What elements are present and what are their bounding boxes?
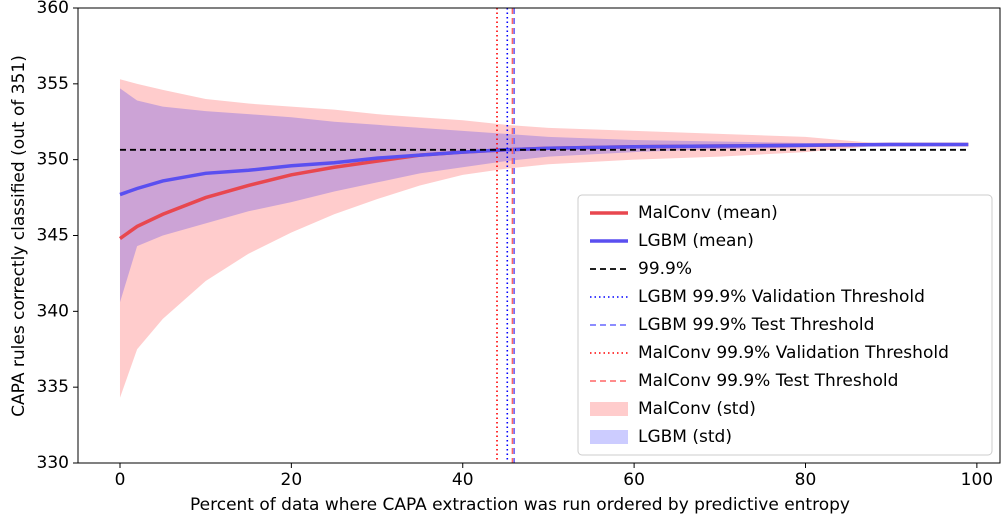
legend-label: MalConv 99.9% Test Threshold — [638, 371, 898, 391]
legend-label: LGBM (std) — [638, 427, 732, 447]
std-band — [119, 79, 969, 398]
y-tick-label: 360 — [37, 0, 69, 18]
legend-label: LGBM 99.9% Validation Threshold — [638, 287, 925, 307]
legend-label: MalConv (std) — [638, 399, 756, 419]
x-tick-label: 60 — [623, 470, 645, 490]
y-tick-label: 335 — [37, 377, 69, 397]
y-tick-label: 340 — [37, 301, 69, 321]
x-tick-label: 20 — [281, 470, 303, 490]
legend-label: LGBM 99.9% Test Threshold — [638, 315, 874, 335]
x-tick-label: 0 — [115, 470, 126, 490]
legend-box — [577, 194, 993, 456]
y-tick-label: 350 — [37, 150, 69, 170]
legend: MalConv (mean) LGBM (mean) 99.9% LGBM 99.9%… — [577, 194, 993, 456]
x-tick-label: 100 — [961, 470, 993, 490]
y-tick-label: 355 — [37, 74, 69, 94]
mean-line — [119, 142, 969, 197]
y-axis-label: CAPA rules correctly classified (out of … — [9, 55, 29, 417]
legend-swatch — [590, 430, 628, 444]
legend-label: 99.9% — [638, 259, 692, 279]
x-tick-label: 80 — [795, 470, 817, 490]
x-axis-label: Percent of data where CAPA extraction wa… — [190, 495, 850, 515]
y-tick-label: 345 — [37, 226, 69, 246]
legend-label: LGBM (mean) — [638, 231, 754, 251]
legend-label: MalConv (mean) — [638, 203, 778, 223]
std-band — [119, 88, 969, 303]
legend-label: MalConv 99.9% Validation Threshold — [638, 343, 949, 363]
x-tick-label: 40 — [452, 470, 474, 490]
legend-swatch — [590, 402, 628, 416]
plot-area — [118, 8, 969, 463]
y-tick-label: 330 — [37, 453, 69, 473]
